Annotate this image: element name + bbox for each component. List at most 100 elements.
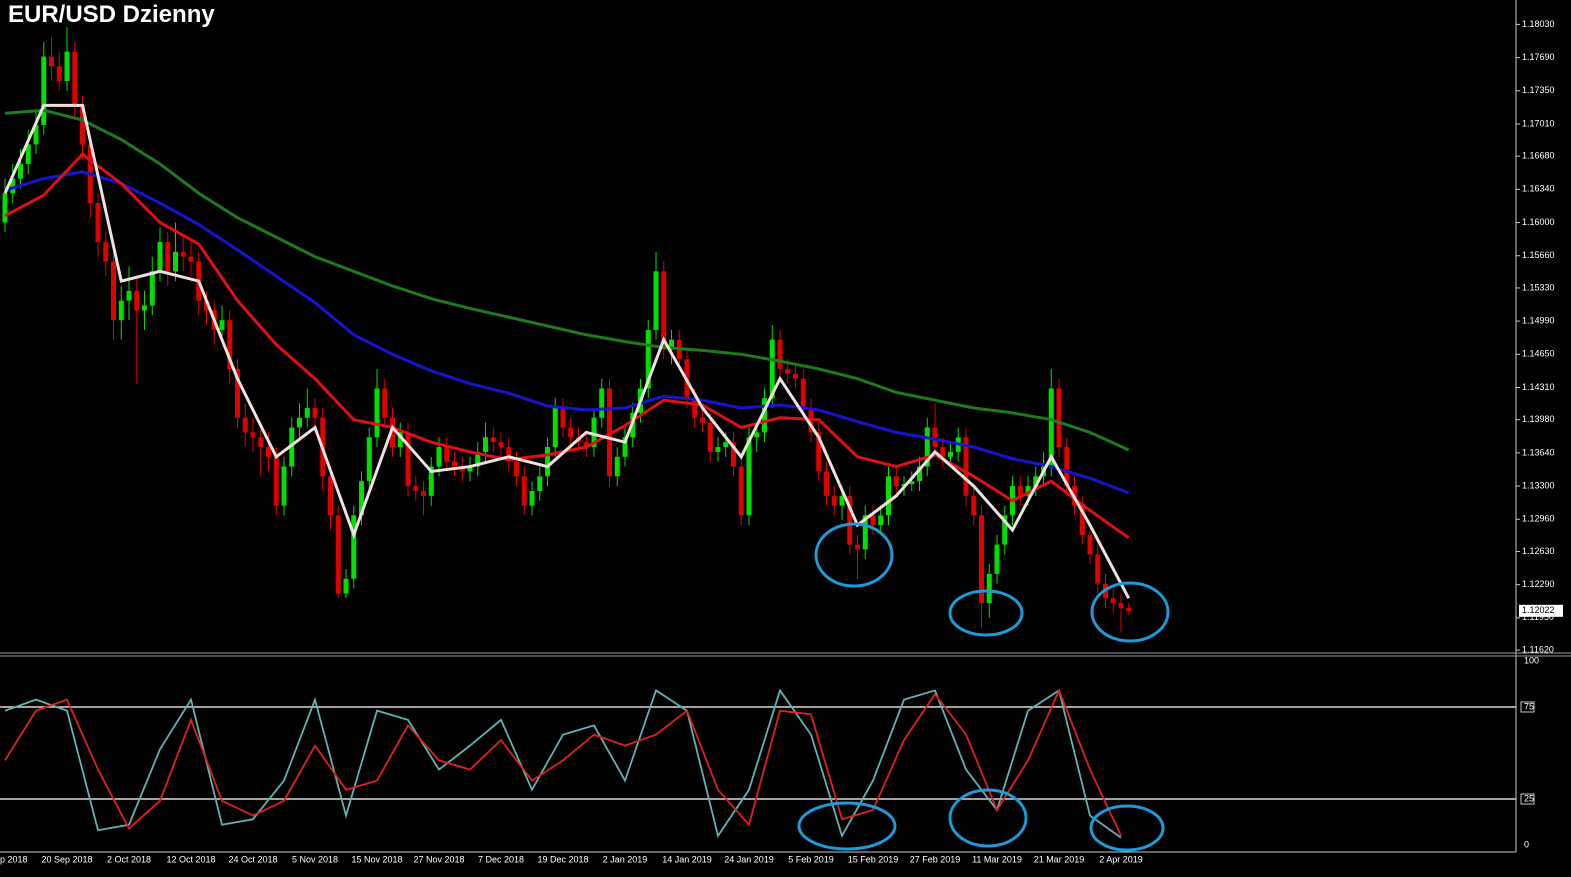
highlight-ring — [948, 788, 1028, 848]
candle-body — [893, 476, 899, 487]
candle-body — [483, 437, 488, 452]
candle-body — [1079, 505, 1085, 535]
candle-body — [917, 466, 922, 482]
y-tick-label: 1.15330 — [1522, 282, 1555, 292]
candle-body — [118, 300, 124, 321]
highlight-ring — [948, 589, 1024, 637]
candle-body — [397, 432, 403, 448]
oscillator-line — [4, 688, 1122, 837]
y-tick-label: 1.11950 — [1522, 612, 1554, 622]
highlight-ring — [1089, 804, 1165, 852]
candle-body — [506, 447, 512, 462]
candle-body — [312, 407, 318, 418]
candle-body — [552, 407, 558, 448]
candle-body — [800, 378, 806, 408]
x-tick-label: 2 Oct 2018 — [107, 854, 151, 864]
candle-body — [18, 163, 23, 179]
candle-body — [227, 320, 233, 369]
candle-body — [963, 437, 969, 496]
y-tick-label: 1.13980 — [1522, 414, 1555, 424]
highlight-ring — [1090, 581, 1170, 643]
candle-body — [1002, 515, 1008, 545]
candle-body — [909, 481, 915, 485]
y-tick-label: 1.17690 — [1522, 52, 1555, 62]
x-tick-label: 24 Oct 2018 — [228, 854, 277, 864]
y-tick-label: 1.11620 — [1522, 644, 1554, 654]
candle-body — [1095, 554, 1101, 584]
candle-body — [142, 305, 147, 311]
candle-body — [126, 290, 132, 301]
candle-body — [1033, 476, 1039, 487]
plot-layer — [0, 27, 1516, 839]
candle-body — [149, 271, 155, 306]
candle-body — [1048, 388, 1054, 467]
candle-body — [777, 339, 783, 369]
x-tick-label: 14 Jan 2019 — [662, 854, 712, 864]
y-tick-label: 1.16000 — [1522, 217, 1555, 227]
y-tick-label: 1.12960 — [1522, 514, 1555, 524]
price-tag-label: 1.12022 — [1522, 605, 1555, 615]
candle-body — [467, 466, 473, 472]
moving-average — [3, 103, 1131, 600]
candle-body — [421, 490, 426, 496]
candle-body — [41, 56, 47, 125]
y-tick-label: 1.12290 — [1522, 579, 1555, 589]
candle-body — [250, 432, 256, 438]
candle-body — [304, 407, 310, 418]
moving-average — [4, 108, 1130, 452]
y-tick-label: 1.13640 — [1522, 447, 1555, 457]
y-tick-label: 1.16680 — [1522, 151, 1555, 161]
y-tick-label: 0 — [1524, 839, 1529, 849]
candle-body — [1118, 603, 1124, 609]
candle-body — [1087, 534, 1093, 555]
candle-body — [754, 432, 760, 438]
x-tick-label: 27 Feb 2019 — [910, 854, 961, 864]
x-tick-label: 15 Feb 2019 — [848, 854, 899, 864]
candle-body — [855, 544, 860, 550]
candle-body — [297, 417, 302, 428]
candle-body — [242, 417, 248, 433]
candle-body — [444, 447, 450, 462]
candle-body — [475, 451, 481, 467]
y-tick-label: 1.12630 — [1522, 546, 1555, 556]
x-tick-label: 15 Nov 2018 — [351, 854, 402, 864]
candle-body — [940, 447, 946, 457]
y-tick-label: 25 — [1524, 793, 1534, 803]
candle-body — [816, 432, 822, 472]
candle-body — [1017, 486, 1023, 496]
candle-body — [924, 427, 930, 467]
candle-body — [1056, 388, 1062, 448]
candle-body — [979, 515, 984, 604]
candle-body — [878, 515, 884, 526]
candle-body — [343, 578, 349, 594]
candle-body — [862, 515, 868, 550]
y-tick-label: 1.15660 — [1522, 250, 1555, 260]
candle-body — [382, 388, 388, 418]
candle-body — [831, 495, 837, 506]
candle-body — [25, 144, 31, 164]
candle-body — [932, 427, 938, 448]
candle-body — [738, 466, 744, 516]
candle-body — [521, 476, 527, 506]
oscillator-line — [4, 688, 1122, 839]
candle-body — [374, 388, 380, 438]
x-tick-label: 19 Dec 2018 — [537, 854, 588, 864]
candle-body — [204, 300, 209, 311]
candle-body — [986, 573, 992, 604]
y-tick-label: 1.17010 — [1522, 118, 1555, 128]
candle-body — [436, 447, 442, 467]
candle-body — [157, 242, 163, 272]
candle-body — [281, 466, 287, 506]
candle-body — [715, 447, 721, 452]
candle-body — [824, 471, 829, 496]
x-tick-label: 20 Sep 2018 — [41, 854, 92, 864]
candle-body — [2, 193, 8, 223]
y-tick-label: 1.13300 — [1522, 480, 1555, 490]
moving-average — [4, 170, 1130, 495]
highlight-ring — [814, 522, 894, 588]
candle-body — [111, 261, 116, 321]
candle-body — [33, 124, 39, 145]
y-tick-label: 1.14650 — [1522, 349, 1555, 359]
